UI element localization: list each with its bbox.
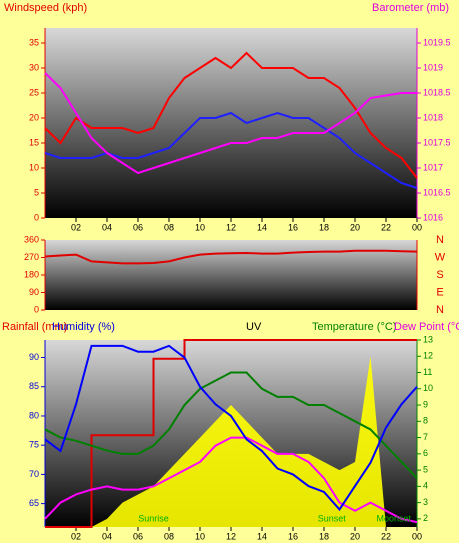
y2-tick-label: 1017 xyxy=(423,162,443,172)
axis-label: Windspeed (kph) xyxy=(4,2,87,14)
axis-label: Temperature (°C) xyxy=(312,321,396,333)
series-line xyxy=(44,249,418,265)
axis-label: Rainfall (mm) xyxy=(2,321,67,333)
x-tick-label: 04 xyxy=(102,531,112,541)
compass-label: E xyxy=(436,286,443,298)
axis-label: UV xyxy=(246,321,262,333)
y2-tick-label: 9 xyxy=(423,399,428,409)
compass-label: N xyxy=(436,234,444,246)
annotation: Sunrise xyxy=(138,513,169,523)
x-tick-label: 16 xyxy=(288,222,298,232)
y2-tick-label: 2 xyxy=(423,513,428,523)
series-line xyxy=(45,339,417,528)
y-tick-label: 360 xyxy=(24,234,39,244)
y2-tick-label: 1019.5 xyxy=(423,37,451,47)
series-line xyxy=(44,436,418,524)
x-tick-label: 12 xyxy=(226,222,236,232)
y-tick-label: 25 xyxy=(29,87,39,97)
y-tick-label: 65 xyxy=(29,498,39,508)
axis-label: Humidity (%) xyxy=(52,321,115,333)
x-tick-label: 20 xyxy=(350,222,360,232)
x-tick-label: 18 xyxy=(319,531,329,541)
y-tick-label: 0 xyxy=(34,212,39,222)
series-line xyxy=(44,344,418,512)
y2-tick-label: 1017.5 xyxy=(423,137,451,147)
x-tick-label: 06 xyxy=(133,222,143,232)
x-tick-label: 08 xyxy=(164,531,174,541)
y-tick-label: 80 xyxy=(29,410,39,420)
compass-label: S xyxy=(436,269,443,281)
y2-tick-label: 6 xyxy=(423,448,428,458)
y-tick-label: 70 xyxy=(29,469,39,479)
y-tick-label: 10 xyxy=(29,162,39,172)
plot-area xyxy=(45,28,417,218)
x-tick-label: 22 xyxy=(381,531,391,541)
y2-tick-label: 1018 xyxy=(423,112,443,122)
series-line xyxy=(44,72,417,175)
y2-tick-label: 1016.5 xyxy=(423,187,451,197)
x-tick-label: 22 xyxy=(381,222,391,232)
y2-tick-label: 13 xyxy=(423,334,433,344)
uv-area xyxy=(45,356,417,527)
y2-tick-label: 4 xyxy=(423,481,428,491)
y2-tick-label: 11 xyxy=(423,367,432,377)
y-tick-label: 20 xyxy=(29,112,39,122)
axis-label: Barometer (mb) xyxy=(372,2,449,14)
series-line xyxy=(44,371,418,479)
y-tick-label: 90 xyxy=(29,287,39,297)
y-tick-label: 85 xyxy=(29,381,39,391)
x-tick-label: 18 xyxy=(319,222,329,232)
y2-tick-label: 10 xyxy=(423,383,433,393)
y2-tick-label: 1019 xyxy=(423,62,443,72)
x-tick-label: 12 xyxy=(226,531,236,541)
x-tick-label: 10 xyxy=(195,222,205,232)
y-tick-label: 180 xyxy=(24,269,39,279)
x-tick-label: 02 xyxy=(71,222,81,232)
y2-tick-label: 3 xyxy=(423,497,428,507)
x-tick-label: 08 xyxy=(164,222,174,232)
x-tick-label: 16 xyxy=(288,531,298,541)
y-tick-label: 30 xyxy=(29,62,39,72)
axis-label: Dew Point (°C) xyxy=(394,321,459,333)
y2-tick-label: 5 xyxy=(423,464,428,474)
annotation: Moonset xyxy=(376,513,411,523)
x-tick-label: 00 xyxy=(412,531,422,541)
y-tick-label: 0 xyxy=(34,304,39,314)
y2-tick-label: 7 xyxy=(423,432,428,442)
y-tick-label: 270 xyxy=(24,252,39,262)
x-tick-label: 06 xyxy=(133,531,143,541)
x-tick-label: 20 xyxy=(350,531,360,541)
y-tick-label: 5 xyxy=(34,187,39,197)
x-tick-label: 14 xyxy=(257,531,267,541)
y2-tick-label: 1018.5 xyxy=(423,87,451,97)
series-line xyxy=(44,51,418,179)
y-tick-label: 35 xyxy=(29,37,39,47)
compass-label: W xyxy=(435,251,446,263)
x-tick-label: 02 xyxy=(71,531,81,541)
annotation: Sunset xyxy=(318,513,347,523)
y-tick-label: 75 xyxy=(29,440,39,450)
y2-tick-label: 12 xyxy=(423,351,433,361)
y-tick-label: 90 xyxy=(29,352,39,362)
x-tick-label: 10 xyxy=(195,531,205,541)
compass-label: N xyxy=(436,304,444,316)
y2-tick-label: 1016 xyxy=(423,212,443,222)
x-tick-label: 00 xyxy=(412,222,422,232)
y2-tick-label: 8 xyxy=(423,416,428,426)
x-tick-label: 04 xyxy=(102,222,112,232)
y-tick-label: 15 xyxy=(29,137,39,147)
x-tick-label: 14 xyxy=(257,222,267,232)
